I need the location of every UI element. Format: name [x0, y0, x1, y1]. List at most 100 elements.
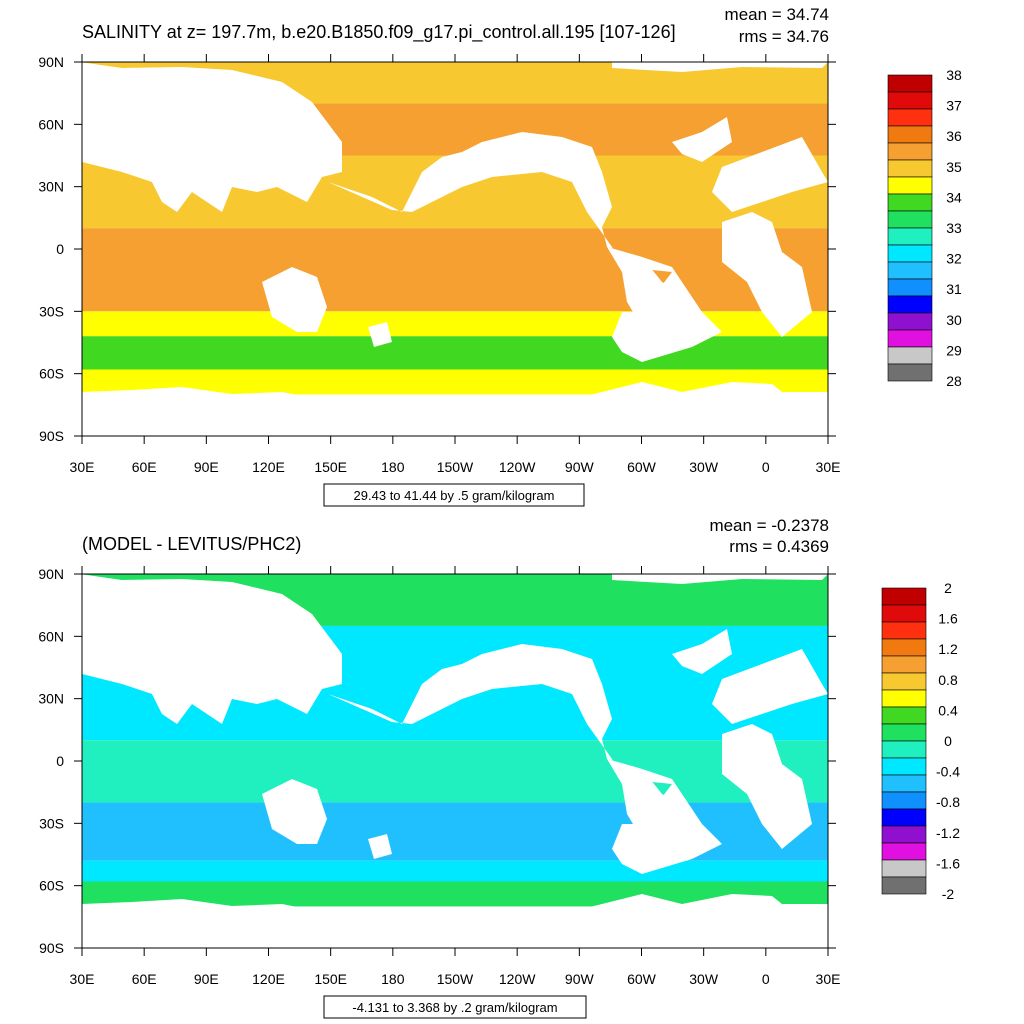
colorbar-label: 38 [946, 67, 962, 83]
colorbar-label: 32 [946, 251, 962, 267]
lat-tick-label: 90S [39, 428, 64, 444]
lat-tick-label: 30N [38, 179, 64, 195]
lon-tick-label: 30E [70, 971, 95, 987]
lat-tick-label: 30S [39, 815, 64, 831]
colorbar-swatch [881, 706, 927, 725]
lon-tick-label: 30W [689, 971, 719, 987]
colorbar-swatch [881, 655, 927, 674]
lat-tick-label: 0 [56, 241, 64, 257]
lon-tick-label: 120W [499, 459, 536, 475]
colorbar-label: 0.4 [938, 702, 958, 718]
map-plot-area: 90N 60N 30N 0 30S 60S 90S 30E 60E 90E 120E 150E 180… [38, 566, 840, 987]
contour-caption: 29.43 to 41.44 by .5 gram/kilogram [354, 488, 555, 503]
colorbar-swatch [887, 74, 933, 93]
colorbar: 2 1.6 1.2 0.8 0.4 0 -0.4 -0.8 -1.2 -1.6 -2 [881, 580, 960, 902]
colorbar-swatch [881, 757, 927, 776]
caption-box [323, 995, 587, 1019]
field-band [82, 228, 828, 312]
lat-tick-label: 90N [38, 54, 64, 70]
lat-tick-label: 90N [38, 566, 64, 582]
lat-axis: 90N 60N 30N 0 30S 60S 90S [38, 566, 836, 956]
lat-tick-label: 60S [39, 366, 64, 382]
colorbar-swatch [887, 210, 933, 229]
map-title: SALINITY at z= 197.7m, b.e20.B1850.f09_g… [82, 22, 676, 43]
colorbar-swatch [881, 842, 927, 861]
lat-tick-label: 60N [38, 116, 64, 132]
colorbar-label: -0.8 [936, 794, 960, 810]
colorbar-swatch [881, 876, 927, 895]
colorbar-label: 0 [944, 733, 952, 749]
colorbar-swatch [881, 808, 927, 827]
contour-caption: -4.131 to 3.368 by .2 gram/kilogram [352, 1000, 557, 1015]
lon-tick-label: 120E [252, 459, 285, 475]
colorbar-label: 30 [946, 312, 962, 328]
lon-tick-label: 0 [762, 459, 770, 475]
colorbar-swatch [887, 261, 933, 280]
colorbar-swatch [887, 295, 933, 314]
colorbar-swatch [881, 587, 927, 606]
colorbar-label: 36 [946, 128, 962, 144]
lon-tick-label: 60E [132, 971, 157, 987]
lon-tick-label: 0 [762, 971, 770, 987]
colorbar-swatch [881, 825, 927, 844]
colorbar-swatch [887, 244, 933, 263]
colorbar-swatch [887, 176, 933, 195]
lon-tick-label: 30W [689, 459, 719, 475]
caption-box [323, 483, 585, 507]
colorbar-swatch [887, 363, 933, 382]
difference-map-panel: mean = -0.2378 (MODEL - LEVITUS/PHC2) rm… [38, 516, 960, 1019]
rms-label: rms = 34.76 [739, 27, 829, 46]
mean-label: mean = 34.74 [725, 5, 829, 24]
lat-tick-label: 60N [38, 628, 64, 644]
lon-tick-label: 30E [816, 459, 841, 475]
colorbar-swatch [887, 346, 933, 365]
lat-tick-label: 30N [38, 691, 64, 707]
salinity-map-panel: mean = 34.74 SALINITY at z= 197.7m, b.e2… [38, 5, 962, 507]
lat-tick-label: 60S [39, 878, 64, 894]
colorbar-label: 31 [946, 281, 962, 297]
colorbar-swatch [881, 604, 927, 623]
lon-tick-label: 90W [565, 459, 595, 475]
mean-label: mean = -0.2378 [709, 516, 829, 535]
colorbar-swatch [881, 723, 927, 742]
colorbar-swatch [887, 91, 933, 110]
colorbar-swatch [881, 774, 927, 793]
map-title: (MODEL - LEVITUS/PHC2) [82, 534, 301, 554]
lat-tick-label: 0 [56, 753, 64, 769]
colorbar-label: -1.2 [936, 825, 960, 841]
lon-tick-label: 150W [437, 459, 474, 475]
lon-tick-label: 150E [314, 459, 347, 475]
colorbar-swatch [887, 125, 933, 144]
lon-tick-label: 60W [627, 971, 657, 987]
colorbar-label: -1.6 [936, 855, 960, 871]
lon-tick-label: 180 [381, 459, 405, 475]
lon-tick-label: 120E [252, 971, 285, 987]
colorbar-swatch [881, 621, 927, 640]
lon-tick-label: 90W [565, 971, 595, 987]
lat-tick-label: 30S [39, 303, 64, 319]
lon-axis: 30E 60E 90E 120E 150E 180 150W 120W 90W 60W 30W 0 30… [70, 54, 841, 475]
colorbar-swatch [881, 689, 927, 708]
colorbar-swatch [881, 672, 927, 691]
land-mask [80, 62, 828, 436]
lon-tick-label: 60E [132, 459, 157, 475]
lon-tick-label: 150W [437, 971, 474, 987]
lon-tick-label: 30E [70, 459, 95, 475]
colorbar-swatch [887, 108, 933, 127]
colorbar-swatch [887, 142, 933, 161]
lon-axis: 30E 60E 90E 120E 150E 180 150W 120W 90W 60W 30W 0 30… [70, 566, 841, 987]
lat-tick-label: 90S [39, 940, 64, 956]
lon-tick-label: 30E [816, 971, 841, 987]
colorbar-swatch [881, 859, 927, 878]
colorbar-swatch [887, 193, 933, 212]
land-mask [80, 574, 828, 948]
colorbar-swatch [887, 227, 933, 246]
field-band [82, 336, 828, 370]
colorbar-label: 34 [946, 189, 962, 205]
colorbar-label: 29 [946, 342, 962, 358]
colorbar-label: 2 [944, 580, 952, 596]
lon-tick-label: 90E [194, 971, 219, 987]
colorbar-label: 0.8 [938, 672, 958, 688]
colorbar-swatch [881, 638, 927, 657]
colorbar-label: 33 [946, 220, 962, 236]
